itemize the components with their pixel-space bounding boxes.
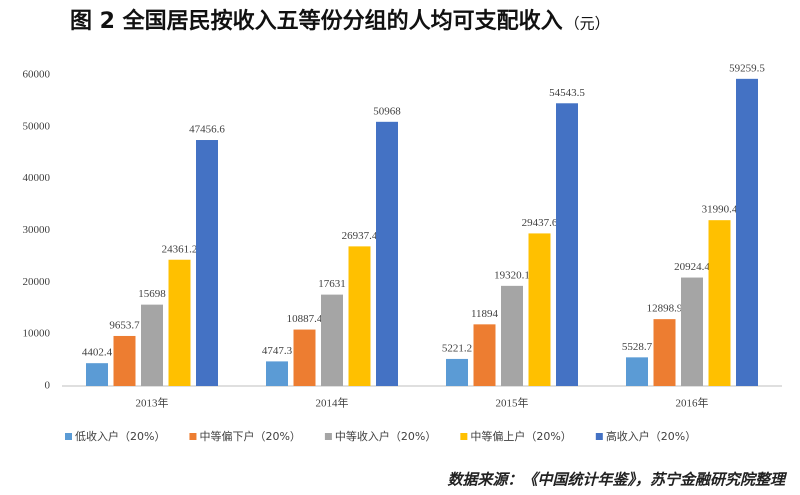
bar <box>196 140 218 386</box>
value-label: 17631 <box>318 278 346 290</box>
bar <box>528 233 551 386</box>
bar <box>446 358 468 386</box>
legend-swatch <box>324 433 332 440</box>
value-label: 5528.7 <box>622 341 653 353</box>
bar <box>501 285 523 386</box>
bar <box>626 357 648 386</box>
value-label: 4747.3 <box>262 345 293 357</box>
value-label: 24361.2 <box>162 243 198 255</box>
bar <box>86 363 108 386</box>
bar <box>168 259 191 386</box>
legend-swatch <box>189 433 197 440</box>
value-label: 19320.1 <box>494 269 530 281</box>
value-label: 15698 <box>138 288 166 300</box>
source-note: 数据来源：《中国统计年鉴》，苏宁金融研究院整理 <box>447 471 788 489</box>
value-label: 20924.4 <box>674 261 710 273</box>
bar <box>293 329 316 386</box>
x-tick-label: 2015年 <box>496 396 529 410</box>
bar <box>141 304 163 386</box>
value-label: 47456.6 <box>189 124 225 136</box>
bar <box>113 335 136 386</box>
value-label: 54543.5 <box>549 87 585 99</box>
value-label: 4402.4 <box>82 347 113 359</box>
y-tick-label: 0 <box>45 380 51 392</box>
bar <box>653 319 676 386</box>
y-tick-label: 40000 <box>23 172 51 184</box>
bar <box>266 361 288 386</box>
legend-swatch <box>65 433 72 440</box>
bar <box>556 103 578 386</box>
y-tick-label: 20000 <box>23 276 51 288</box>
chart-title: 图 2 全国居民按收入五等份分组的人均可支配收入 <box>70 8 563 34</box>
value-label: 29437.6 <box>522 217 558 229</box>
value-label: 50968 <box>373 105 401 117</box>
y-tick-label: 10000 <box>23 328 51 340</box>
bar <box>348 246 371 386</box>
legend-swatch <box>460 433 468 440</box>
legend-swatch <box>595 433 603 440</box>
legend-label: 中等偏上户（20%） <box>470 429 571 443</box>
value-label: 9653.7 <box>109 319 140 331</box>
bar <box>708 220 731 386</box>
legend-label: 中等偏下户（20%） <box>199 429 300 443</box>
value-label: 5221.2 <box>442 342 472 354</box>
legend-label: 低收入户（20%） <box>75 429 165 443</box>
value-label: 26937.4 <box>342 230 378 242</box>
bar <box>473 324 496 386</box>
bar <box>681 277 703 386</box>
bar <box>736 78 758 386</box>
legend-label: 高收入户（20%） <box>606 429 696 443</box>
value-label: 10887.4 <box>287 313 323 325</box>
x-tick-label: 2014年 <box>316 396 349 410</box>
x-tick-label: 2016年 <box>676 396 709 410</box>
bar <box>376 121 398 387</box>
bar <box>321 294 343 386</box>
x-tick-label: 2013年 <box>136 396 169 410</box>
title-unit: （元） <box>565 15 610 33</box>
legend-label: 中等收入户（20%） <box>335 429 436 443</box>
y-tick-label: 50000 <box>23 120 51 132</box>
value-label: 59259.5 <box>729 62 765 74</box>
y-tick-label: 30000 <box>23 224 51 236</box>
value-label: 11894 <box>471 308 499 320</box>
value-label: 12898.9 <box>647 303 683 315</box>
value-label: 31990.4 <box>702 204 738 216</box>
y-tick-label: 60000 <box>23 69 51 81</box>
